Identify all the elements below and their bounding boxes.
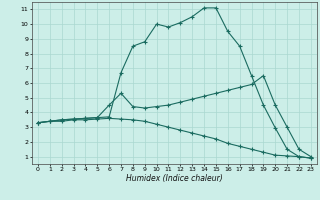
X-axis label: Humidex (Indice chaleur): Humidex (Indice chaleur) — [126, 174, 223, 183]
